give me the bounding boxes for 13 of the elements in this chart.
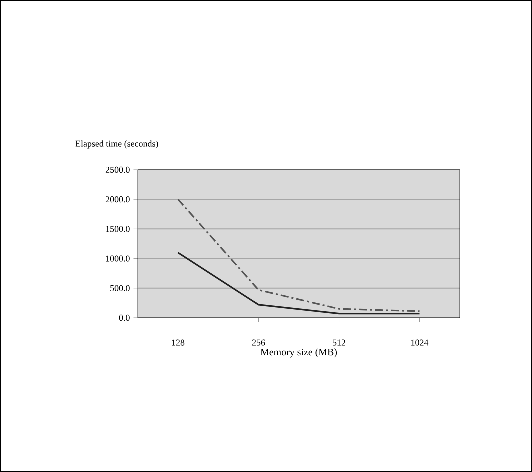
y-tick-label: 2000.0 [106,196,130,203]
y-tick-label: 1000.0 [106,256,130,262]
x-tick-label: 512 [333,340,346,346]
x-axis-title: Memory size (MB) [260,348,338,358]
y-axis-title: Elapsed time (seconds) [76,140,158,149]
x-tick-label: 256 [252,340,266,346]
y-tick-label: 2500.0 [106,166,130,174]
y-tick-label: 500.0 [110,285,130,292]
x-tick-label: 1024 [412,340,429,346]
y-tick-label: 1500.0 [106,226,130,232]
x-tick-label: 128 [172,340,185,346]
line-series [177,198,421,312]
y-tick-label: 0.0 [119,314,130,322]
